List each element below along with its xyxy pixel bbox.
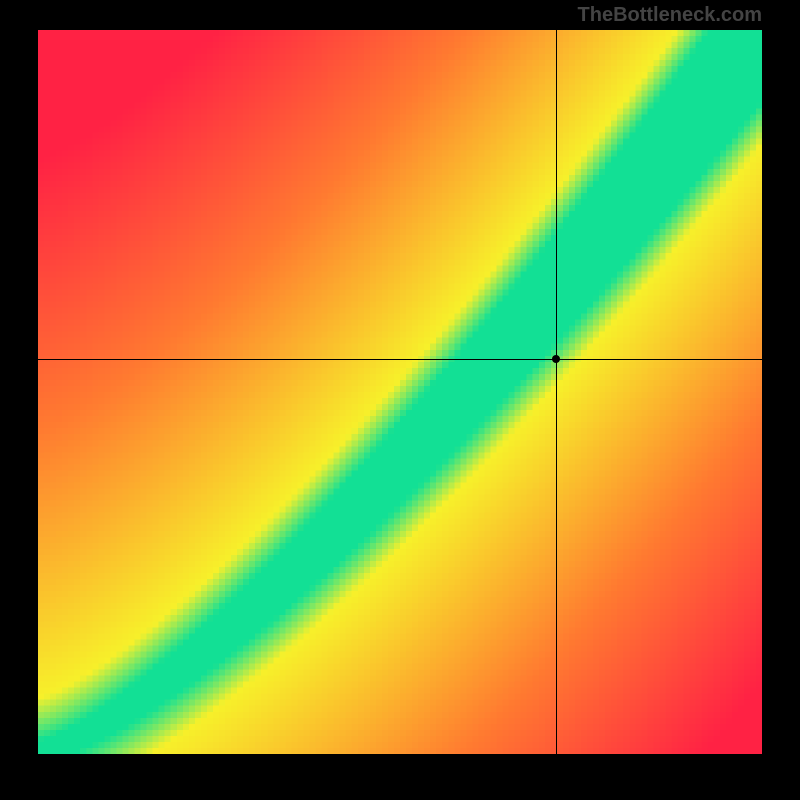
- crosshair-horizontal: [38, 359, 762, 360]
- plot-area: [38, 30, 762, 754]
- watermark-text: TheBottleneck.com: [578, 4, 762, 27]
- chart-container: TheBottleneck.com: [0, 0, 800, 800]
- heatmap-canvas: [38, 30, 762, 754]
- crosshair-vertical: [556, 30, 557, 754]
- marker-dot: [552, 355, 560, 363]
